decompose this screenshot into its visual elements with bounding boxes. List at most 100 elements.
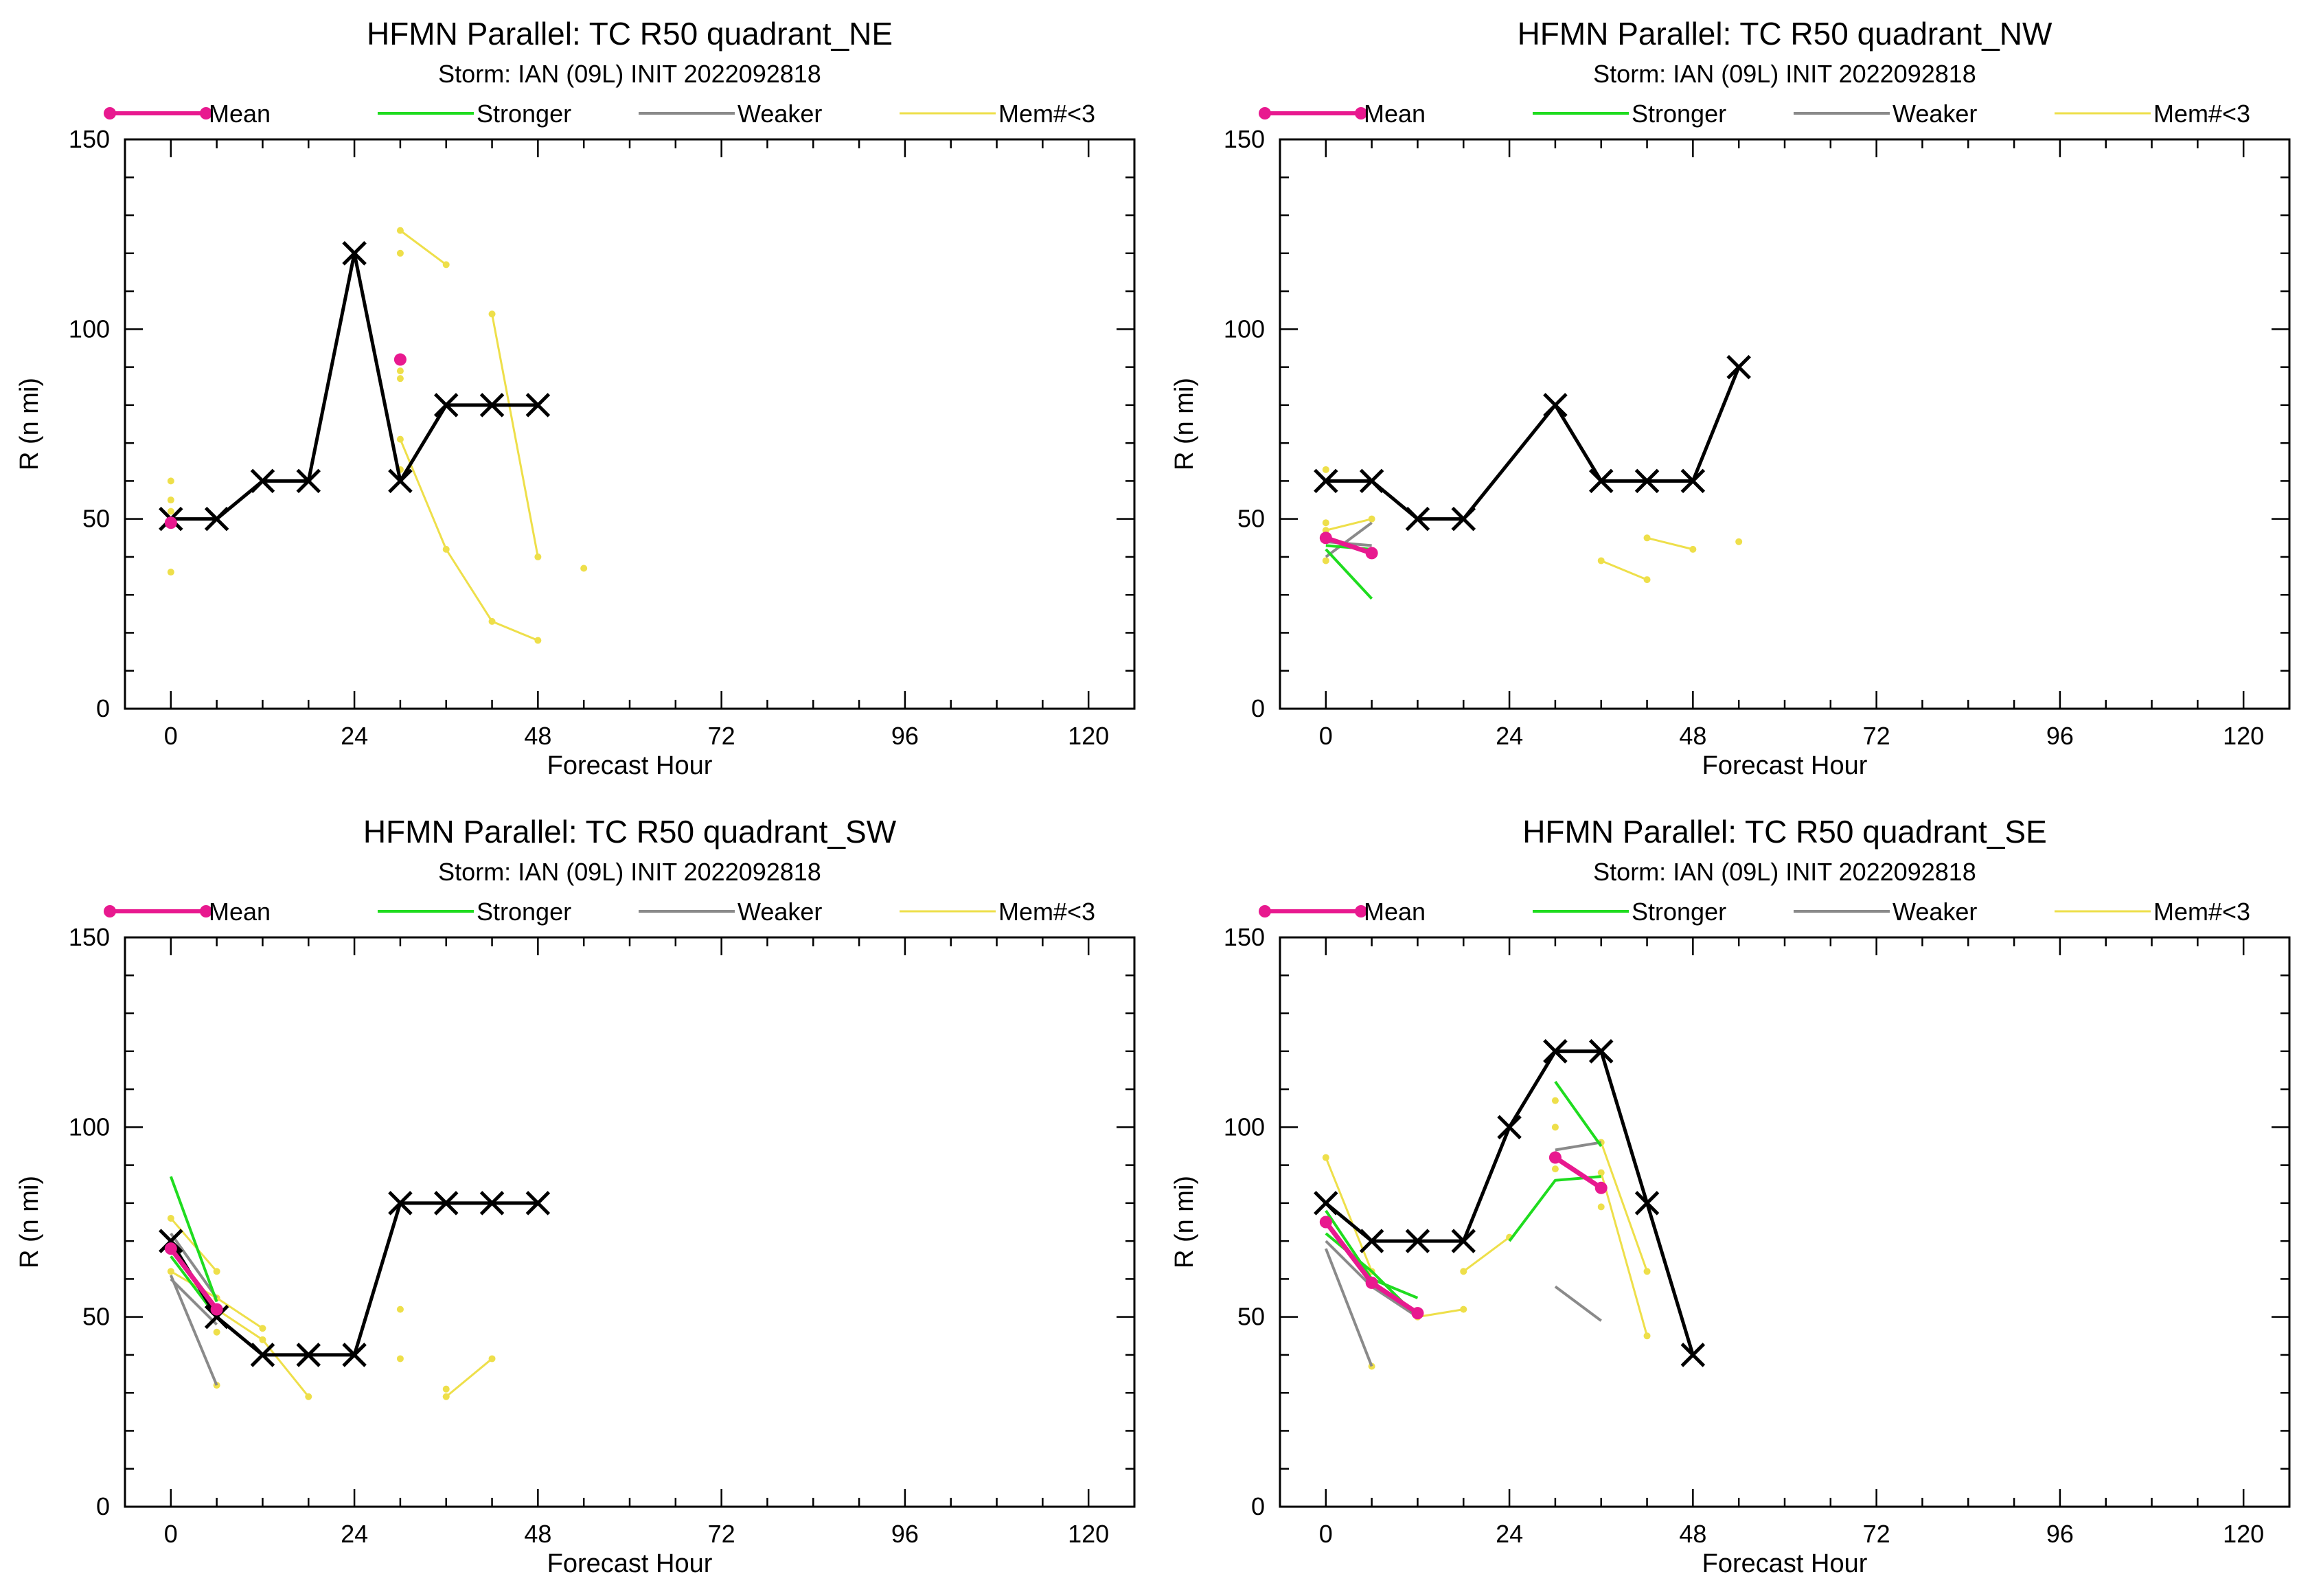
chart-title: HFMN Parallel: TC R50 quadrant_SW (363, 814, 897, 850)
official-marker (1497, 1115, 1522, 1140)
few-members-point (259, 1325, 266, 1332)
official-marker (479, 393, 505, 418)
few-members-point (396, 227, 404, 234)
few-members-line (1325, 518, 1372, 532)
official-marker (1588, 468, 1614, 494)
few-members-line (1417, 1308, 1464, 1319)
few-members-point (442, 1385, 450, 1393)
x-tick-label: 48 (524, 1520, 551, 1548)
official-marker (479, 1191, 505, 1216)
official-marker (1680, 1343, 1706, 1367)
chart-title: HFMN Parallel: TC R50 quadrant_NW (1518, 16, 2052, 52)
plot-frame (1279, 936, 2291, 1508)
y-tick-label: 50 (1237, 505, 1265, 533)
few-members-point (580, 565, 588, 572)
weaker-line (1324, 1248, 1373, 1367)
legend-marker-mean (1355, 107, 1367, 119)
chart-subtitle: Storm: IAN (09L) INIT 2022092818 (1593, 60, 1976, 88)
x-tick-label: 48 (1679, 722, 1706, 750)
x-tick-label: 24 (1496, 722, 1523, 750)
chart-panel-nw: HFMN Parallel: TC R50 quadrant_NW Storm: … (1155, 0, 2310, 798)
stronger-line (169, 1176, 218, 1303)
few-members-point (1597, 1203, 1605, 1211)
stronger-line (1554, 1080, 1603, 1148)
few-members-point (396, 1355, 404, 1363)
x-tick-label: 0 (164, 1520, 178, 1548)
y-axis-label: R (n mi) (15, 1176, 44, 1268)
legend-label-stronger: Stronger (477, 898, 571, 926)
official-marker (1680, 468, 1706, 494)
official-marker (250, 468, 275, 494)
official-marker (1405, 506, 1430, 532)
mean-point (1319, 532, 1332, 545)
legend-marker-mean (200, 905, 212, 917)
chart-panel-ne: HFMN Parallel: TC R50 quadrant_NE Storm: … (0, 0, 1155, 798)
legend-marker-mean (104, 905, 116, 917)
few-members-point (167, 508, 174, 515)
mean-point (210, 1303, 223, 1316)
y-axis-label: R (n mi) (1170, 378, 1199, 470)
legend-label-stronger: Stronger (1632, 898, 1726, 926)
x-tick-label: 72 (1863, 1520, 1890, 1548)
legend-label-few_members: Mem#<3 (998, 100, 1095, 128)
few-members-point (213, 1328, 220, 1336)
x-tick-label: 120 (1068, 722, 1109, 750)
few-members-line (1463, 1236, 1510, 1273)
chart-svg-ne: HFMN Parallel: TC R50 quadrant_NE Storm: … (15, 16, 1136, 780)
chart-subtitle: Storm: IAN (09L) INIT 2022092818 (438, 60, 821, 88)
official-marker (525, 1191, 551, 1216)
few-members-point (1322, 466, 1329, 473)
few-members-point (442, 1393, 450, 1400)
legend-label-stronger: Stronger (477, 100, 571, 128)
x-tick-label: 24 (341, 1520, 368, 1548)
chart-svg-nw: HFMN Parallel: TC R50 quadrant_NW Storm: … (1170, 16, 2291, 780)
plot-frame (124, 936, 1136, 1508)
official-marker (296, 468, 321, 494)
official-marker (388, 1191, 413, 1216)
x-axis-label: Forecast Hour (547, 751, 713, 780)
mean-point (1411, 1307, 1424, 1320)
y-tick-label: 150 (1224, 923, 1265, 951)
few-members-point (1597, 557, 1605, 565)
few-members-point (1689, 545, 1697, 553)
legend-label-mean: Mean (209, 898, 271, 926)
mean-point (164, 516, 177, 529)
x-tick-label: 96 (891, 722, 919, 750)
x-tick-label: 48 (1679, 1520, 1706, 1548)
weaker-line (1555, 1141, 1602, 1152)
official-marker (250, 1343, 275, 1367)
legend-label-weaker: Weaker (737, 898, 822, 926)
official-marker (388, 468, 413, 494)
x-tick-label: 96 (2046, 1520, 2074, 1548)
x-tick-label: 0 (1319, 722, 1333, 750)
few-members-point (1460, 1306, 1467, 1313)
x-tick-label: 24 (1496, 1520, 1523, 1548)
official-marker (159, 1229, 183, 1253)
few-members-line (1325, 1156, 1373, 1272)
mean-point (164, 1242, 177, 1255)
few-members-line (1600, 1172, 1648, 1336)
plot-frame (1279, 138, 2291, 710)
few-members-point (1643, 1332, 1651, 1340)
chart-subtitle: Storm: IAN (09L) INIT 2022092818 (438, 858, 821, 886)
few-members-point (442, 545, 450, 553)
plot-frame (124, 138, 1136, 710)
y-tick-label: 100 (69, 315, 110, 343)
y-tick-label: 50 (82, 505, 110, 533)
legend-label-weaker: Weaker (1892, 898, 1977, 926)
few-members-point (167, 1268, 174, 1275)
official-marker (1543, 1039, 1568, 1064)
official-line (169, 1201, 538, 1357)
y-tick-label: 100 (69, 1113, 110, 1141)
few-members-point (167, 569, 174, 576)
official-marker (204, 506, 229, 532)
x-axis-label: Forecast Hour (547, 1549, 713, 1578)
few-members-line (445, 1358, 493, 1398)
legend-label-mean: Mean (209, 100, 271, 128)
x-tick-label: 120 (1068, 1520, 1109, 1548)
stronger-line (1325, 548, 1373, 600)
chart-panel-sw: HFMN Parallel: TC R50 quadrant_SW Storm: … (0, 798, 1155, 1596)
official-marker (1451, 1229, 1476, 1253)
weaker-line (169, 1275, 218, 1386)
y-tick-label: 100 (1224, 1113, 1265, 1141)
